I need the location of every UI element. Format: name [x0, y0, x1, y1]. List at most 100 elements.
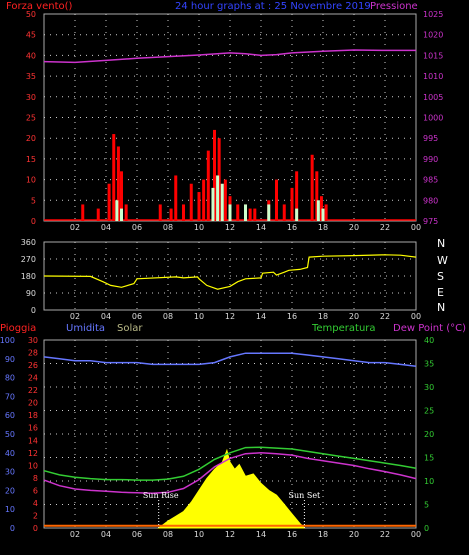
wind-speed-bar	[275, 179, 278, 221]
wind-gust-bar	[267, 204, 271, 221]
x-tick-label: 10	[194, 530, 204, 539]
wind-gust-bar	[244, 204, 247, 221]
pressure-line	[43, 49, 416, 64]
x-tick-label: 20	[349, 530, 359, 539]
wind-gust-bar	[295, 208, 299, 221]
humidity-tick-label: 20	[5, 486, 15, 495]
wind-speed-tick-label: 35	[26, 72, 36, 81]
rain-tick-label: 26	[28, 361, 38, 370]
rain-tick-label: 6	[33, 486, 38, 495]
humidity-tick-label: 40	[5, 449, 15, 458]
rain-tick-label: 22	[28, 386, 38, 395]
wind-speed-bar	[324, 204, 328, 221]
pressure-tick-label: 1000	[423, 114, 443, 123]
wind-speed-bar	[217, 138, 221, 221]
wind-direction-marks	[43, 254, 417, 290]
x-tick-label: 02	[70, 312, 80, 321]
direction-tick-label: 360	[21, 238, 36, 247]
rain-tick-label: 20	[28, 399, 38, 408]
x-tick-label: 16	[287, 223, 297, 232]
direction-tick-label: 0	[31, 306, 36, 315]
x-tick-label: 02	[70, 223, 80, 232]
wind-speed-bar	[295, 171, 299, 221]
solar-area	[157, 448, 306, 529]
x-tick-label: 14	[256, 223, 266, 232]
humidity-tick-label: 60	[5, 411, 15, 420]
pressure-tick-label: 975	[423, 217, 438, 226]
temperature-tick-label: 10	[424, 477, 434, 486]
wind-gust-bar	[211, 187, 215, 221]
wind-pressure-marks	[43, 49, 416, 221]
wind-gust-bar	[316, 200, 320, 221]
wind-speed-tick-label: 50	[26, 10, 36, 19]
pressure-tick-label: 1025	[423, 10, 443, 19]
wind-speed-bar	[310, 154, 314, 221]
wind-speed-bar	[248, 208, 252, 221]
wind-speed-bar	[290, 187, 294, 221]
temperature-tick-label: 30	[424, 383, 434, 392]
x-tick-label: 08	[163, 312, 173, 321]
dewpoint-legend-label: Dew Point (°C)	[393, 323, 466, 334]
x-tick-label: 20	[349, 312, 359, 321]
rain-tick-label: 18	[28, 411, 38, 420]
pressure-tick-label: 1015	[423, 51, 443, 60]
x-tick-label: 10	[194, 223, 204, 232]
wind-speed-bar	[116, 146, 120, 221]
rain-axis-label: Pioggia	[0, 323, 36, 334]
wind-gust-bar	[115, 200, 119, 221]
rain-tick-label: 8	[33, 474, 38, 483]
x-tick-label: 18	[318, 312, 328, 321]
x-tick-label: 10	[194, 312, 204, 321]
x-tick-label: 12	[225, 530, 235, 539]
pressure-tick-label: 980	[423, 196, 438, 205]
x-tick-label: 08	[163, 530, 173, 539]
x-tick-label: 16	[287, 530, 297, 539]
rain-tick-label: 16	[28, 424, 38, 433]
wind-speed-bar	[253, 208, 257, 221]
wind-gust-bar	[321, 208, 325, 221]
wind-speed-bar	[213, 129, 216, 221]
x-tick-label: 00	[411, 530, 421, 539]
wind-speed-bar	[174, 175, 178, 221]
pressure-tick-label: 1020	[423, 31, 443, 40]
pressure-tick-label: 995	[423, 134, 438, 143]
x-tick-label: 12	[225, 312, 235, 321]
wind-speed-bar	[158, 204, 162, 221]
wind-speed-axis-label: Forza vento()	[6, 1, 73, 12]
temperature-tick-label: 5	[424, 501, 429, 510]
sunrise-label: Sun Rise	[143, 491, 179, 500]
x-tick-label: 04	[101, 312, 111, 321]
rain-tick-label: 0	[33, 524, 38, 533]
humidity-tick-label: 100	[0, 336, 15, 345]
x-tick-label: 14	[256, 312, 266, 321]
sunset-label: Sun Set	[289, 491, 322, 500]
pressure-tick-label: 1005	[423, 93, 443, 102]
temperature-tick-label: 0	[424, 524, 429, 533]
wind-speed-bar	[206, 150, 210, 221]
temperature-tick-label: 35	[424, 360, 434, 369]
direction-tick-label: 180	[21, 272, 36, 281]
wind-speed-bar	[319, 196, 323, 221]
x-tick-label: 06	[132, 530, 142, 539]
wind-speed-tick-label: 40	[26, 51, 36, 60]
dewpoint-line	[43, 452, 417, 494]
wind-direction-grid	[44, 242, 416, 310]
compass-letter: S	[437, 270, 444, 283]
x-tick-label: 04	[101, 223, 111, 232]
x-tick-label: 06	[132, 223, 142, 232]
wind-speed-tick-label: 15	[26, 155, 36, 164]
temperature-legend-label: Temperatura	[311, 323, 376, 334]
compass-letter: E	[437, 286, 444, 299]
wind-gust-bar	[220, 183, 224, 221]
pressure-tick-label: 985	[423, 176, 438, 185]
humidity-tick-label: 70	[5, 392, 15, 401]
wind-speed-bar	[169, 208, 173, 221]
rain-tick-label: 12	[28, 449, 38, 458]
x-tick-label: 14	[256, 530, 266, 539]
wind-gust-bar	[228, 204, 232, 221]
temperature-tick-label: 15	[424, 454, 434, 463]
wind-speed-bar	[202, 179, 206, 221]
x-tick-label: 16	[287, 312, 297, 321]
